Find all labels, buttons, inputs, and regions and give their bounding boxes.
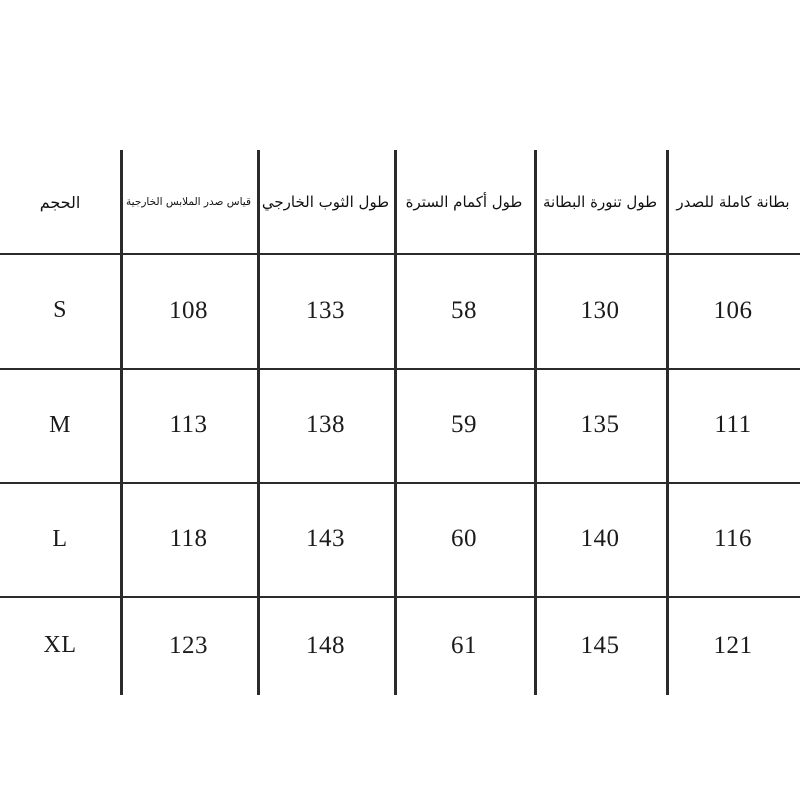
column-header-outer-chest: قياس صدر الملابس الخارجية: [120, 150, 257, 254]
column-header-sleeve-length-label: طول أكمام السترة: [405, 193, 523, 211]
table-row: 60: [394, 482, 534, 596]
row-separator-2: [0, 482, 800, 484]
cell-value: 135: [580, 411, 620, 438]
table-row: 140: [534, 482, 666, 596]
column-header-full-chest-lining-label: بطانة كاملة للصدر: [676, 193, 790, 211]
table-row: 111: [666, 368, 800, 482]
column-header-lining-skirt-length-label: طول تنورة البطانة: [542, 193, 658, 211]
column-header-outer-chest-label: قياس صدر الملابس الخارجية: [126, 196, 251, 208]
table-row: 116: [666, 482, 800, 596]
column-divider-1: [120, 150, 123, 695]
cell-value: 118: [169, 525, 208, 552]
column-divider-3: [394, 150, 397, 695]
cell-value: 108: [169, 296, 208, 324]
column-divider-4: [534, 150, 537, 695]
cell-value: 58: [451, 296, 477, 324]
cell-size: S: [53, 297, 67, 323]
column-header-outer-length: طول الثوب الخارجي: [257, 150, 394, 254]
cell-value: 113: [169, 411, 208, 438]
table-row: 148: [257, 596, 394, 695]
cell-value: 61: [451, 631, 477, 659]
column-header-sleeve-length: طول أكمام السترة: [394, 150, 534, 254]
column-divider-5: [666, 150, 669, 695]
table-row: 123: [120, 596, 257, 695]
table-row: S: [0, 253, 120, 368]
cell-value: 121: [713, 631, 753, 659]
table-row: 135: [534, 368, 666, 482]
table-row: M: [0, 368, 120, 482]
cell-value: 123: [169, 631, 208, 659]
cell-size: M: [49, 411, 71, 438]
cell-value: 106: [713, 296, 753, 324]
cell-value: 143: [306, 525, 345, 552]
cell-value: 130: [580, 296, 620, 324]
table-row: 121: [666, 596, 800, 695]
table-row: 59: [394, 368, 534, 482]
cell-value: 111: [714, 411, 752, 438]
table-row: 61: [394, 596, 534, 695]
table-row: 133: [257, 253, 394, 368]
cell-value: 60: [451, 525, 477, 552]
cell-value: 145: [580, 631, 620, 659]
cell-value: 116: [713, 525, 753, 552]
cell-value: 59: [451, 411, 477, 438]
row-separator-3: [0, 596, 800, 598]
table-row: L: [0, 482, 120, 596]
table-row: 143: [257, 482, 394, 596]
table-row: 130: [534, 253, 666, 368]
header-bottom-rule: [0, 253, 800, 255]
table-row: XL: [0, 596, 120, 695]
column-header-size-label: الحجم: [39, 192, 81, 212]
column-divider-2: [257, 150, 260, 695]
cell-value: 148: [306, 631, 345, 659]
table-row: 138: [257, 368, 394, 482]
table-row: 108: [120, 253, 257, 368]
table-row: 113: [120, 368, 257, 482]
cell-size: XL: [43, 632, 77, 658]
table-row: 106: [666, 253, 800, 368]
row-separator-1: [0, 368, 800, 370]
cell-value: 140: [580, 525, 620, 552]
column-header-lining-skirt-length: طول تنورة البطانة: [534, 150, 666, 254]
cell-value: 138: [306, 411, 345, 438]
cell-value: 133: [306, 296, 345, 324]
column-header-size: الحجم: [0, 150, 120, 254]
column-header-outer-length-label: طول الثوب الخارجي: [261, 193, 390, 211]
column-header-full-chest-lining: بطانة كاملة للصدر: [666, 150, 800, 254]
table-row: 145: [534, 596, 666, 695]
table-row: 58: [394, 253, 534, 368]
cell-size: L: [52, 525, 68, 552]
table-row: 118: [120, 482, 257, 596]
